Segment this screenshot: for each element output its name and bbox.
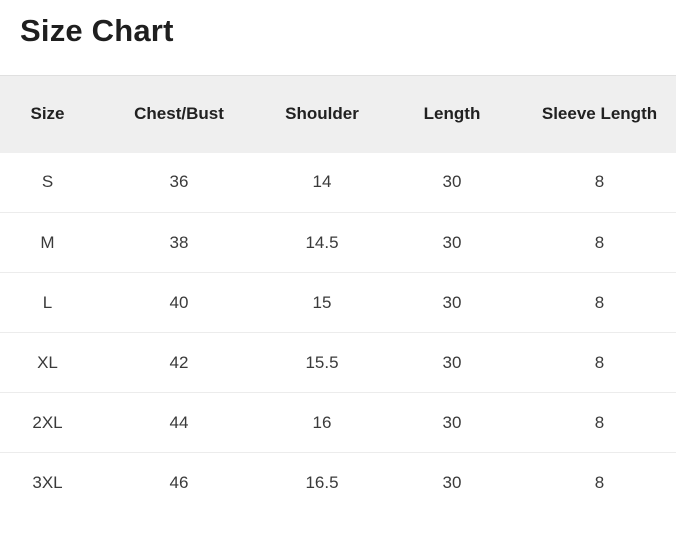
table-cell: 40 <box>95 272 263 333</box>
table-cell: 16 <box>263 392 381 453</box>
table-cell: 8 <box>594 472 605 492</box>
table-row-l: L 40 15 30 8 <box>0 272 676 333</box>
table-cell: 16.5 <box>305 472 339 492</box>
table-cell: 8 <box>523 212 676 273</box>
table-cell: S <box>0 152 95 213</box>
table-cell: 8 <box>523 332 676 393</box>
table-row-m: M 38 14.5 30 8 <box>0 212 676 273</box>
table-cell: 30 <box>381 212 523 273</box>
table-cell: 14 <box>263 152 381 213</box>
table-cell: 30 <box>381 152 523 213</box>
table-cell: 36 <box>95 152 263 213</box>
table-cell: 30 <box>381 332 523 393</box>
table-cell: 15.5 <box>263 332 381 393</box>
table-cell: 30 <box>442 472 462 492</box>
table-cell: 30 <box>381 392 523 453</box>
size-chart-table: Size Chest/Bust Shoulder Length Sleeve L… <box>0 75 676 513</box>
table-row-xl: XL 42 15.5 30 8 <box>0 332 676 393</box>
table-cell: 8 <box>523 152 676 213</box>
header-cell-chest-bust: Chest/Bust <box>95 75 263 153</box>
table-cell: 8 <box>523 392 676 453</box>
table-row-s: S 36 14 30 8 <box>0 152 676 213</box>
table-row-3xl: 3XL 46 16.5 30 8 <box>0 452 676 513</box>
table-cell: 14.5 <box>263 212 381 273</box>
table-cell: M <box>0 212 95 273</box>
table-cell: 2XL <box>0 392 95 453</box>
table-cell: 46 <box>169 472 189 492</box>
table-cell: 8 <box>523 272 676 333</box>
table-cell: 3XL <box>32 472 63 492</box>
table-cell: L <box>0 272 95 333</box>
header-cell-sleeve-length: Sleeve Length <box>523 75 676 153</box>
header-cell-size: Size <box>0 75 95 153</box>
table-row-2xl: 2XL 44 16 30 8 <box>0 392 676 453</box>
table-cell: 15 <box>263 272 381 333</box>
table-cell: 38 <box>95 212 263 273</box>
table-cell: 42 <box>95 332 263 393</box>
table-header-row: Size Chest/Bust Shoulder Length Sleeve L… <box>0 75 676 153</box>
page-title: Size Chart <box>20 13 174 48</box>
table-cell: XL <box>0 332 95 393</box>
header-cell-length: Length <box>381 75 523 153</box>
header-cell-shoulder: Shoulder <box>263 75 381 153</box>
table-cell: 30 <box>381 272 523 333</box>
table-cell: 44 <box>95 392 263 453</box>
